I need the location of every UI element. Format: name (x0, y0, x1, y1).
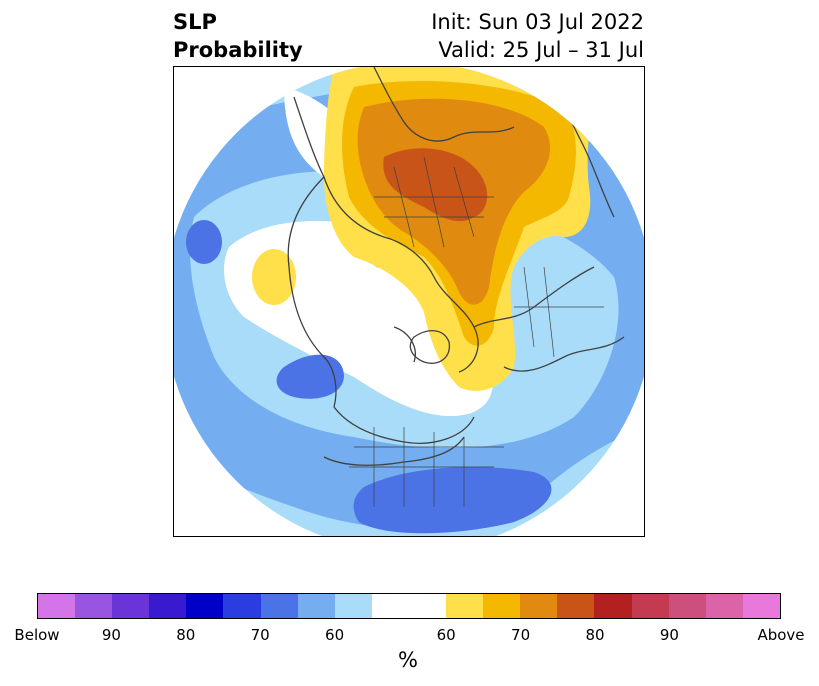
colorbar-segment (483, 594, 521, 618)
colorbar-segment (594, 594, 632, 618)
colorbar-tick-label: 90 (659, 626, 679, 644)
map-title: SLP Probability (173, 8, 303, 64)
colorbar-segment (446, 594, 484, 618)
yellow-alaska (252, 249, 296, 305)
colorbar-segment (260, 594, 298, 618)
colorbar-tick-label: 70 (511, 626, 531, 644)
colorbar-segment (38, 594, 76, 618)
colorbar-segment (334, 594, 372, 618)
title-variable: SLP (173, 10, 217, 34)
deep-blue-southeast (353, 467, 552, 534)
colorbar-tick-label: 60 (325, 626, 345, 644)
title-subtitle: Probability (173, 38, 303, 62)
colorbar-tick-label: 80 (585, 626, 605, 644)
map-canvas (174, 67, 644, 536)
colorbar (37, 593, 781, 619)
colorbar-segment (186, 594, 224, 618)
dark-orange-core (383, 148, 488, 222)
colorbar-tick-label: Above (757, 626, 805, 644)
colorbar-segment (112, 594, 150, 618)
colorbar-tick-label: 90 (101, 626, 121, 644)
colorbar-tick-label: 80 (176, 626, 196, 644)
coastlines (287, 67, 625, 466)
colorbar-segment (75, 594, 113, 618)
colorbar-segment (371, 594, 447, 618)
colorbar-tick-label: 70 (250, 626, 270, 644)
colorbar-segment (557, 594, 595, 618)
borders (349, 156, 604, 507)
colorbar-segment (297, 594, 335, 618)
valid-range: Valid: 25 Jul – 31 Jul (438, 38, 644, 62)
colorbar-tick-label: Below (14, 626, 60, 644)
colorbar-segment (520, 594, 558, 618)
colorbar-tick-label: 60 (436, 626, 456, 644)
date-info: Init: Sun 03 Jul 2022 Valid: 25 Jul – 31… (431, 8, 644, 64)
deep-blue-west (186, 220, 222, 264)
colorbar-segment (705, 594, 743, 618)
map-panel[interactable] (173, 66, 645, 537)
deep-blue-pacific (276, 354, 344, 399)
init-date: Init: Sun 03 Jul 2022 (431, 10, 644, 34)
colorbar-segment (149, 594, 187, 618)
colorbar-segment (668, 594, 706, 618)
colorbar-segment (742, 594, 780, 618)
colorbar-segment (223, 594, 261, 618)
colorbar-segment (631, 594, 669, 618)
colorbar-unit-label: % (398, 648, 418, 672)
